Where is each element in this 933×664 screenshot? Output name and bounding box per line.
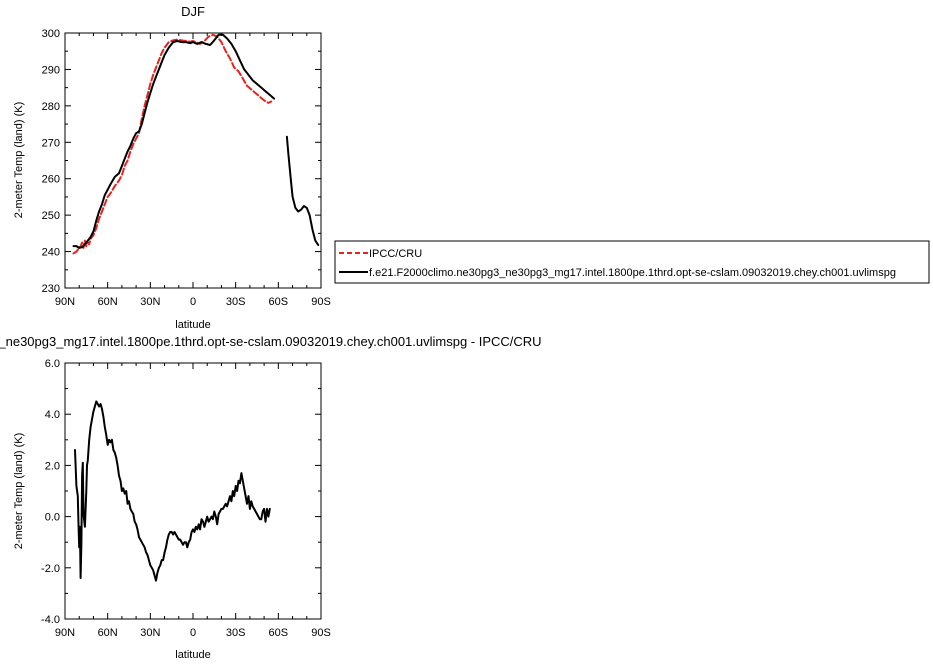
bottom-series-line-0 (74, 400, 271, 582)
top-xtick-label: 0 (190, 296, 196, 308)
bottom-xtick-label: 0 (190, 627, 196, 639)
bottom-ytick-label: 6.0 (45, 358, 60, 370)
top-xtick-label: 60S (269, 296, 289, 308)
legend-label-ipcc: IPCC/CRU (369, 248, 422, 260)
top-x-axis-label: latitude (175, 319, 210, 331)
top-xtick-label: 60N (98, 296, 118, 308)
top-plot-frame (64, 32, 322, 289)
legend-box (334, 240, 930, 284)
top-ytick-label: 280 (42, 101, 60, 113)
top-xtick-label: 30S (226, 296, 246, 308)
top-ytick-label: 240 (42, 247, 60, 259)
bottom-ytick-label: 2.0 (45, 460, 60, 472)
top-ytick-label: 250 (42, 210, 60, 222)
bottom-ytick-label: 0.0 (45, 512, 60, 524)
legend-label-model: f.e21.F2000climo.ne30pg3_ne30pg3_mg17.in… (369, 267, 896, 279)
top-x-axis: 90N 60N 30N 0 30S 60S 90S (55, 33, 331, 308)
top-xtick-label: 30N (140, 296, 160, 308)
bottom-xtick-label: 90N (55, 627, 75, 639)
bottom-xtick-label: 60S (269, 627, 289, 639)
bottom-xtick-label: 30N (140, 627, 160, 639)
top-xtick-label: 90N (55, 296, 75, 308)
legend: IPCC/CRU f.e21.F2000climo.ne30pg3_ne30pg… (334, 240, 930, 284)
bottom-ytick-label: -4.0 (41, 614, 60, 626)
top-ytick-label: 230 (42, 283, 60, 295)
top-series-line-0 (72, 33, 273, 255)
bottom-x-axis: 90N 60N 30N 0 30S 60S 90S (55, 363, 331, 639)
top-series-line-1 (72, 33, 320, 249)
top-y-axis-label: 2-meter Temp (land) (K) (13, 102, 25, 219)
panel-bottom: f.e21.F2000climo.ne30pg3_ne30pg3_mg17.in… (0, 334, 542, 661)
bottom-title: f.e21.F2000climo.ne30pg3_ne30pg3_mg17.in… (0, 334, 542, 349)
bottom-plot-frame (64, 362, 322, 620)
bottom-xtick-label: 60N (98, 627, 118, 639)
bottom-ytick-label: 4.0 (45, 409, 60, 421)
bottom-xtick-label: 30S (226, 627, 246, 639)
bottom-ytick-label: -2.0 (41, 563, 60, 575)
bottom-x-axis-label: latitude (175, 649, 210, 661)
top-y-axis: 230 240 250 260 270 280 290 300 (42, 28, 321, 295)
top-ytick-label: 270 (42, 137, 60, 149)
bottom-series-group (74, 400, 271, 582)
top-series-group (72, 33, 320, 255)
top-ytick-label: 290 (42, 64, 60, 76)
top-ytick-label: 260 (42, 174, 60, 186)
bottom-y-axis-label: 2-meter Temp (land) (K) (13, 433, 25, 550)
panel-top: DJF 230 240 250 260 270 280 290 300 90N 60N 30N 0 3… (13, 4, 331, 331)
top-ytick-label: 300 (42, 28, 60, 40)
top-title: DJF (181, 4, 205, 19)
top-xtick-label: 90S (311, 296, 331, 308)
bottom-y-axis: -4.0 -2.0 0.0 2.0 4.0 6.0 (41, 358, 321, 626)
bottom-xtick-label: 90S (311, 627, 331, 639)
